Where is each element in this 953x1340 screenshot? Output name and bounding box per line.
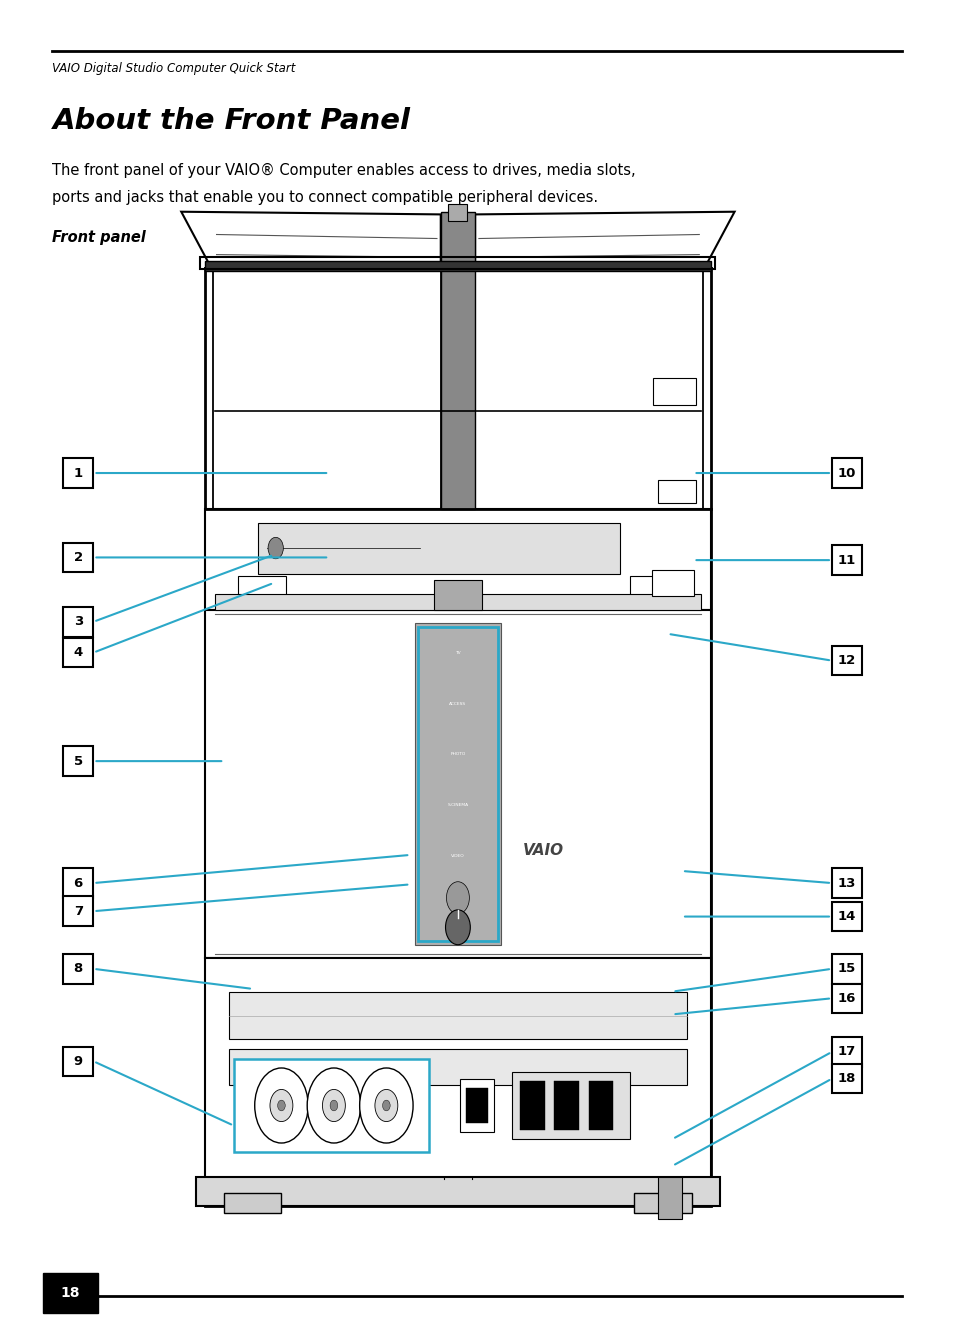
- Polygon shape: [63, 543, 93, 572]
- Polygon shape: [238, 576, 286, 603]
- Polygon shape: [831, 458, 862, 488]
- Text: 10: 10: [837, 466, 856, 480]
- Polygon shape: [205, 261, 710, 271]
- Polygon shape: [831, 868, 862, 898]
- Circle shape: [382, 1100, 390, 1111]
- Text: 15: 15: [837, 962, 856, 976]
- Text: The front panel of your VAIO® Computer enables access to drives, media slots,: The front panel of your VAIO® Computer e…: [52, 163, 636, 178]
- Polygon shape: [831, 902, 862, 931]
- Polygon shape: [205, 610, 710, 958]
- Text: 18: 18: [61, 1286, 80, 1300]
- Circle shape: [446, 882, 469, 914]
- Circle shape: [268, 537, 283, 559]
- Polygon shape: [257, 523, 619, 574]
- Polygon shape: [205, 509, 710, 610]
- Polygon shape: [475, 271, 702, 509]
- Polygon shape: [512, 1072, 629, 1139]
- Polygon shape: [229, 992, 686, 1038]
- Polygon shape: [224, 1193, 281, 1213]
- Text: PHOTO: PHOTO: [450, 753, 465, 756]
- Polygon shape: [63, 1047, 93, 1076]
- Polygon shape: [213, 271, 440, 509]
- Polygon shape: [588, 1081, 613, 1130]
- Circle shape: [359, 1068, 413, 1143]
- Text: TV: TV: [455, 651, 460, 654]
- Circle shape: [270, 1089, 293, 1122]
- FancyBboxPatch shape: [43, 1273, 98, 1313]
- Polygon shape: [214, 594, 700, 610]
- Polygon shape: [205, 268, 710, 1206]
- Text: 4: 4: [73, 646, 83, 659]
- Text: 1: 1: [73, 466, 83, 480]
- Text: 14: 14: [837, 910, 856, 923]
- Polygon shape: [63, 607, 93, 636]
- Polygon shape: [415, 623, 500, 945]
- Text: 7: 7: [73, 905, 83, 918]
- Text: 12: 12: [837, 654, 856, 667]
- Polygon shape: [475, 212, 734, 271]
- Text: 8: 8: [73, 962, 83, 976]
- Polygon shape: [63, 868, 93, 898]
- Polygon shape: [448, 204, 467, 221]
- Polygon shape: [233, 1059, 429, 1152]
- Text: VAIO: VAIO: [522, 843, 564, 859]
- Polygon shape: [831, 984, 862, 1013]
- Text: 17: 17: [837, 1045, 856, 1059]
- Text: ACCESS: ACCESS: [449, 702, 466, 705]
- Text: 18: 18: [837, 1072, 856, 1085]
- Polygon shape: [205, 958, 710, 1179]
- Polygon shape: [465, 1088, 488, 1123]
- Circle shape: [330, 1100, 337, 1111]
- Polygon shape: [554, 1081, 578, 1130]
- Polygon shape: [831, 954, 862, 984]
- Polygon shape: [831, 646, 862, 675]
- Text: 13: 13: [837, 876, 856, 890]
- Circle shape: [254, 1068, 308, 1143]
- Text: 3: 3: [73, 615, 83, 628]
- Polygon shape: [658, 1177, 681, 1219]
- Text: VIDEO: VIDEO: [451, 855, 464, 858]
- Circle shape: [307, 1068, 360, 1143]
- Text: About the Front Panel: About the Front Panel: [52, 107, 410, 135]
- Polygon shape: [434, 580, 481, 610]
- Polygon shape: [63, 954, 93, 984]
- Text: ports and jacks that enable you to connect compatible peripheral devices.: ports and jacks that enable you to conne…: [52, 190, 598, 205]
- Polygon shape: [63, 458, 93, 488]
- Text: VAIO Digital Studio Computer Quick Start: VAIO Digital Studio Computer Quick Start: [52, 62, 295, 75]
- Text: 5: 5: [73, 754, 83, 768]
- Polygon shape: [831, 1064, 862, 1093]
- Polygon shape: [459, 1079, 494, 1132]
- Circle shape: [322, 1089, 345, 1122]
- Polygon shape: [629, 576, 677, 603]
- Polygon shape: [831, 1037, 862, 1067]
- Text: 9: 9: [73, 1055, 83, 1068]
- Polygon shape: [63, 896, 93, 926]
- Circle shape: [277, 1100, 285, 1111]
- Polygon shape: [267, 594, 295, 604]
- Text: 11: 11: [837, 553, 856, 567]
- Polygon shape: [440, 212, 475, 509]
- Text: Front panel: Front panel: [52, 230, 146, 245]
- Text: S.CINEMA: S.CINEMA: [447, 804, 468, 807]
- Text: 6: 6: [73, 876, 83, 890]
- Polygon shape: [63, 638, 93, 667]
- Polygon shape: [651, 570, 693, 596]
- Text: 2: 2: [73, 551, 83, 564]
- Polygon shape: [634, 1193, 691, 1213]
- Polygon shape: [831, 545, 862, 575]
- Text: 16: 16: [837, 992, 856, 1005]
- Circle shape: [445, 910, 470, 945]
- Polygon shape: [653, 378, 696, 405]
- Polygon shape: [195, 1177, 720, 1206]
- Polygon shape: [229, 1049, 686, 1085]
- Polygon shape: [658, 480, 696, 502]
- Polygon shape: [181, 212, 440, 271]
- Polygon shape: [63, 746, 93, 776]
- Polygon shape: [519, 1081, 544, 1130]
- Circle shape: [375, 1089, 397, 1122]
